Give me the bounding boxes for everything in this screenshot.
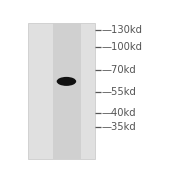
Text: —55kd: —55kd (102, 87, 137, 97)
Text: —130kd: —130kd (102, 25, 143, 35)
Text: —100kd: —100kd (102, 42, 143, 52)
Text: —70kd: —70kd (102, 65, 137, 75)
Bar (53, 23, 81, 159)
Text: —40kd: —40kd (102, 108, 137, 118)
Text: —35kd: —35kd (102, 122, 137, 132)
Ellipse shape (57, 77, 76, 86)
Bar (28, 23, 95, 159)
